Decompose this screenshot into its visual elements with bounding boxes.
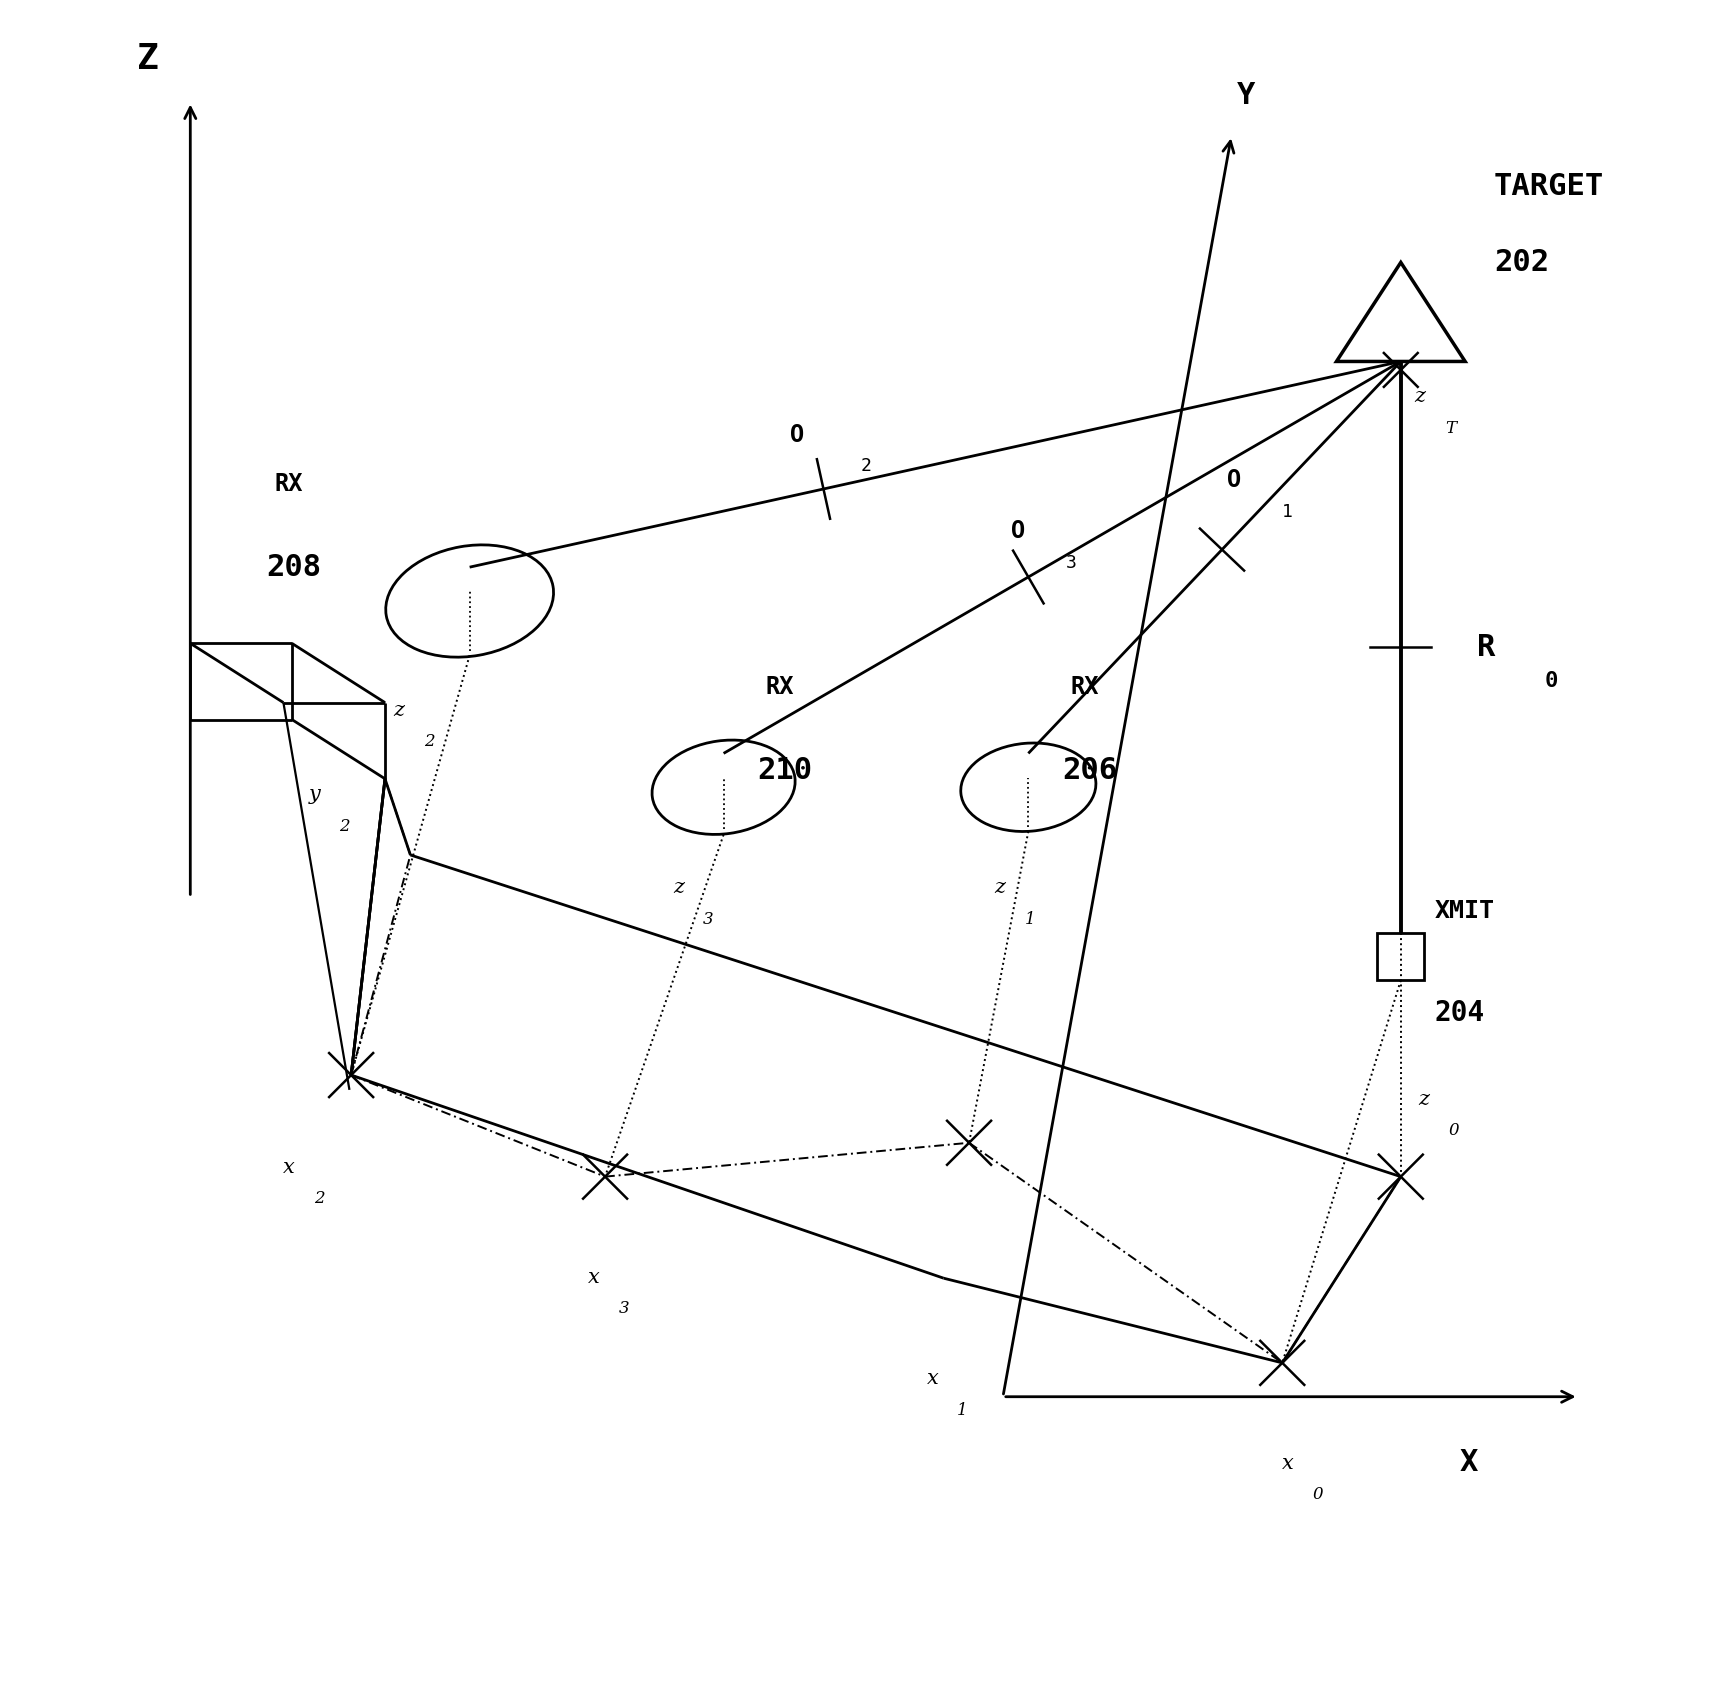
Text: 2: 2 — [314, 1190, 324, 1207]
Text: z: z — [994, 879, 1006, 897]
Text: 204: 204 — [1435, 999, 1485, 1028]
Text: Z: Z — [137, 42, 160, 76]
Text: z: z — [1414, 388, 1426, 406]
Text: z: z — [673, 879, 684, 897]
Text: RX: RX — [274, 472, 304, 496]
Text: 0: 0 — [1449, 1122, 1459, 1139]
Text: O: O — [1012, 520, 1025, 543]
Text: 3: 3 — [1065, 554, 1076, 572]
Text: x: x — [926, 1370, 939, 1388]
Text: T: T — [1445, 420, 1456, 437]
Text: 0: 0 — [1544, 672, 1558, 691]
Text: y: y — [309, 786, 321, 804]
Text: 208: 208 — [267, 552, 321, 582]
Text: XMIT: XMIT — [1435, 899, 1494, 923]
Text: 2: 2 — [861, 457, 871, 476]
Text: 3: 3 — [703, 911, 713, 928]
Text: 206: 206 — [1062, 755, 1117, 786]
Text: z: z — [1417, 1090, 1428, 1109]
Text: 2: 2 — [423, 733, 434, 750]
Text: 0: 0 — [1313, 1486, 1324, 1503]
Text: 1: 1 — [1282, 503, 1293, 521]
Text: O: O — [1227, 469, 1242, 493]
Text: RX: RX — [1070, 676, 1100, 699]
Text: z: z — [394, 701, 404, 720]
Text: Y: Y — [1237, 81, 1254, 110]
Text: X: X — [1459, 1448, 1478, 1476]
Text: RX: RX — [765, 676, 795, 699]
Text: 210: 210 — [758, 755, 812, 786]
Text: 2: 2 — [340, 818, 350, 835]
Bar — [1378, 933, 1424, 980]
Text: R: R — [1476, 633, 1496, 662]
Text: TARGET: TARGET — [1494, 171, 1605, 201]
Text: x: x — [283, 1158, 295, 1177]
Text: x: x — [1282, 1454, 1294, 1473]
Text: 3: 3 — [619, 1300, 630, 1317]
Text: 202: 202 — [1494, 247, 1549, 278]
Text: 1: 1 — [1025, 911, 1036, 928]
Text: 1: 1 — [958, 1402, 968, 1419]
Text: O: O — [789, 423, 803, 447]
Text: x: x — [588, 1268, 600, 1287]
